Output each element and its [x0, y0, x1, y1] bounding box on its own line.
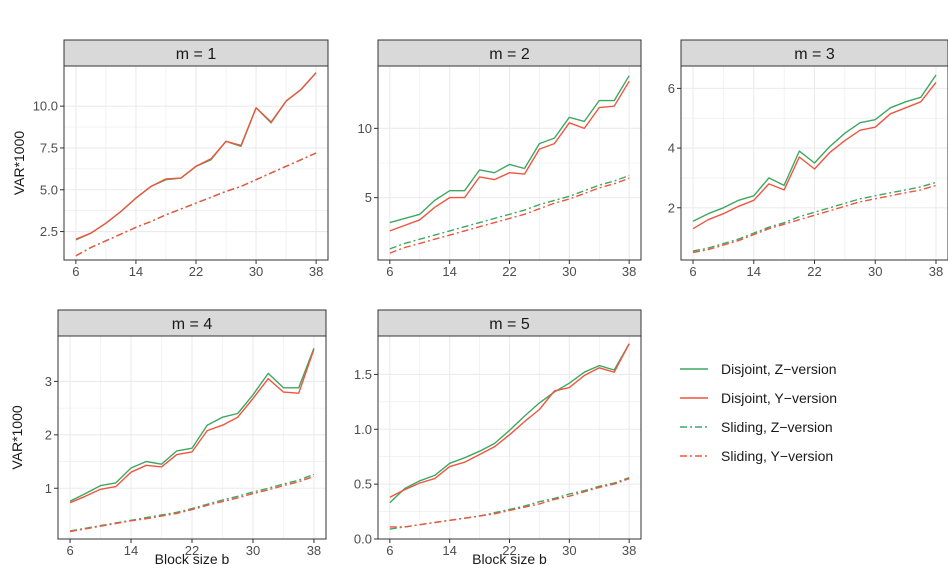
series-line-disjoint-z-version	[692, 74, 937, 222]
series-group	[389, 343, 630, 530]
x-tick-label: 38	[307, 543, 321, 558]
facet-strip-label: m = 5	[489, 316, 530, 333]
y-tick-label: 2	[668, 200, 675, 215]
facet-strip-label: m = 2	[489, 46, 530, 63]
series-line-disjoint-y-version	[75, 72, 317, 240]
facet-strip-label: m = 1	[176, 46, 217, 63]
x-tick-label: 14	[747, 264, 761, 279]
facet-panel-1: m = 1 6 14 22 30 38 2.5 5.0 7.5 10.0 VAR*1000	[11, 39, 329, 279]
x-tick-label: 6	[66, 543, 73, 558]
x-tick-label: 14	[124, 543, 138, 558]
facet-strip	[57, 309, 327, 337]
x-tick-label: 22	[189, 264, 203, 279]
facet-strip	[377, 39, 642, 67]
series-group	[75, 72, 317, 257]
y-tick-label: 3	[45, 374, 52, 389]
y-tick-label: 1.5	[354, 367, 372, 382]
y-tick-label: 1.0	[354, 422, 372, 437]
series-line-sliding-z-version	[692, 181, 937, 252]
y-tick-label: 4	[668, 141, 675, 156]
y-tick-label: 0.5	[354, 477, 372, 492]
legend-label: Sliding, Y−version	[721, 448, 833, 464]
y-tick-label: 5	[365, 190, 372, 205]
x-tick-label: 14	[129, 264, 143, 279]
facet-strip-label: m = 4	[172, 316, 213, 333]
x-tick-label: 38	[929, 264, 943, 279]
series-line-disjoint-z-version	[69, 348, 315, 502]
series-group	[389, 75, 630, 254]
series-line-sliding-y-version	[389, 477, 630, 528]
x-tick-label: 38	[622, 264, 636, 279]
x-tick-label: 6	[689, 264, 696, 279]
y-tick-label: 7.5	[40, 140, 58, 155]
y-tick-label: 10.0	[33, 99, 58, 114]
y-tick-label: 1	[45, 481, 52, 496]
series-group	[692, 74, 937, 254]
facet-strip	[63, 39, 329, 67]
series-line-sliding-y-version	[75, 152, 317, 257]
facet-panel-2: m = 2 6 14 22 30 38 5 10	[358, 39, 642, 279]
facet-panel-3: m = 3 6 14 22 30 38 2 4 6	[668, 39, 948, 279]
x-tick-label: 22	[502, 543, 516, 558]
x-tick-label: 38	[309, 264, 323, 279]
x-tick-label: 6	[386, 264, 393, 279]
series-line-disjoint-y-version	[389, 343, 630, 498]
x-tick-label: 30	[562, 264, 576, 279]
series-line-disjoint-y-version	[69, 349, 315, 504]
x-tick-label: 6	[386, 543, 393, 558]
x-axis-title: Block size b	[155, 551, 230, 565]
facet-panel-5: m = 5 6 14 22 30 38 0.0 0.5 1.0 1.5 Block size b	[354, 309, 642, 565]
legend: Disjoint, Z−version Disjoint, Y−version Sl…	[680, 361, 837, 464]
y-tick-label: 5.0	[40, 182, 58, 197]
x-tick-label: 22	[502, 264, 516, 279]
series-line-sliding-y-version	[692, 184, 937, 254]
x-tick-label: 30	[868, 264, 882, 279]
series-line-sliding-z-version	[389, 174, 630, 250]
x-tick-label: 38	[622, 543, 636, 558]
y-axis-title: VAR*1000	[9, 405, 25, 470]
series-group	[69, 348, 315, 533]
y-tick-label: 0.0	[354, 532, 372, 547]
legend-label: Disjoint, Z−version	[721, 361, 837, 377]
x-tick-label: 14	[442, 543, 456, 558]
x-tick-label: 30	[562, 543, 576, 558]
facet-strip	[680, 39, 948, 67]
facet-panel-4: m = 4 6 14 22 30 38 1 2 3 VAR*1000 Block size b	[9, 309, 327, 565]
x-tick-label: 6	[72, 264, 79, 279]
y-tick-label: 6	[668, 81, 675, 96]
series-line-disjoint-z-version	[389, 75, 630, 224]
legend-label: Sliding, Z−version	[721, 419, 833, 435]
series-line-disjoint-y-version	[389, 80, 630, 232]
y-tick-label: 2	[45, 427, 52, 442]
y-axis-title: VAR*1000	[11, 131, 27, 196]
x-axis-title: Block size b	[472, 551, 547, 565]
x-tick-label: 14	[442, 264, 456, 279]
x-tick-label: 30	[246, 543, 260, 558]
series-line-sliding-y-version	[389, 177, 630, 254]
series-line-disjoint-z-version	[389, 343, 630, 504]
facet-strip	[377, 309, 642, 337]
y-tick-label: 10	[358, 121, 372, 136]
x-tick-label: 30	[249, 264, 263, 279]
legend-label: Disjoint, Y−version	[721, 390, 837, 406]
series-line-disjoint-y-version	[692, 81, 937, 230]
facet-strip-label: m = 3	[794, 46, 835, 63]
x-tick-label: 22	[185, 543, 199, 558]
x-tick-label: 22	[807, 264, 821, 279]
series-line-sliding-y-version	[69, 475, 315, 533]
y-tick-label: 2.5	[40, 224, 58, 239]
